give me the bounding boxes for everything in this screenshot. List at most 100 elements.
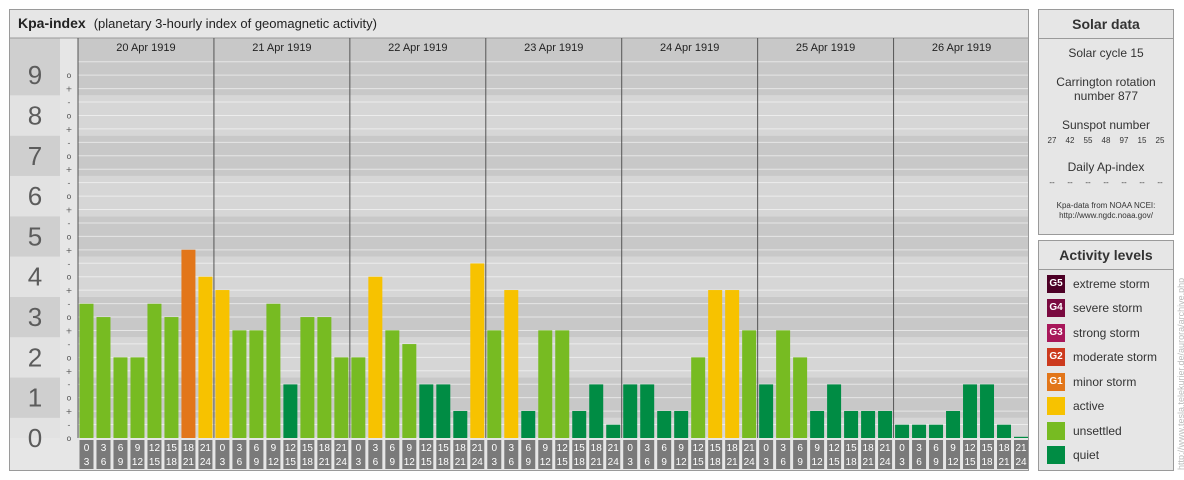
- interval-cell: [623, 440, 638, 469]
- interval-cell: [895, 440, 910, 469]
- kp-bar: [266, 303, 281, 438]
- kp-bar: [708, 290, 723, 438]
- interval-start-label: 0: [220, 443, 226, 454]
- sub-tick-label: +: [66, 246, 73, 255]
- y-label-cell: [10, 296, 60, 338]
- kp-bar: [640, 384, 655, 438]
- ap-value: --: [1049, 178, 1055, 187]
- interval-end-label: 15: [149, 457, 161, 468]
- legend-label: unsettled: [1073, 424, 1122, 438]
- interval-cell: [334, 440, 349, 469]
- sub-tick-label: +: [66, 407, 73, 416]
- interval-end-label: 9: [525, 457, 531, 468]
- interval-start-label: 12: [964, 443, 976, 454]
- interval-cell: [555, 440, 570, 469]
- interval-cell: [453, 440, 468, 469]
- kp-bar: [232, 330, 247, 438]
- kp-bar: [334, 357, 349, 438]
- interval-end-label: 24: [472, 457, 484, 468]
- sub-tick-label: -: [68, 340, 71, 349]
- y-label-cell: [10, 175, 60, 217]
- kp-bar: [657, 410, 672, 438]
- interval-start-label: 3: [101, 443, 107, 454]
- day-label: 22 Apr 1919: [388, 42, 447, 54]
- interval-cell: [487, 440, 502, 469]
- interval-end-label: 18: [981, 457, 993, 468]
- kp-bar: [589, 384, 604, 438]
- interval-start-label: 12: [829, 443, 841, 454]
- kp-bar: [606, 424, 621, 438]
- interval-cell: [912, 440, 927, 469]
- interval-cell: [572, 440, 587, 469]
- interval-start-label: 18: [727, 443, 739, 454]
- interval-cell: [419, 440, 434, 469]
- y-label-cell: [10, 38, 60, 96]
- legend-swatch: G1: [1047, 373, 1065, 391]
- interval-start-label: 9: [271, 443, 277, 454]
- interval-start-label: 6: [118, 443, 124, 454]
- source-watermark: http://www.tesla.telekurier.de/aurora/ar…: [1176, 277, 1184, 470]
- kp-bar: [810, 410, 825, 438]
- kp-bar: [827, 384, 842, 438]
- activity-levels-title: Activity levels: [1039, 241, 1173, 270]
- sub-tick-label: o: [67, 71, 72, 80]
- sunspot-value: 42: [1065, 136, 1075, 145]
- interval-start-label: 9: [678, 443, 684, 454]
- kp-bar: [249, 330, 264, 438]
- kp-bar: [623, 384, 638, 438]
- sub-tick-label: o: [67, 394, 72, 403]
- kp-bar: [844, 410, 859, 438]
- interval-end-label: 21: [183, 457, 195, 468]
- day-label: 24 Apr 1919: [660, 42, 719, 54]
- interval-cell: [351, 440, 366, 469]
- sub-tick-label: o: [67, 152, 72, 161]
- interval-cell: [538, 440, 553, 469]
- interval-end-label: 24: [608, 457, 620, 468]
- kp-bar: [453, 410, 468, 438]
- interval-end-label: 18: [710, 457, 722, 468]
- legend-swatch: G2: [1047, 348, 1065, 366]
- kp-bar: [79, 303, 94, 438]
- interval-cell: [589, 440, 604, 469]
- sunspot-value: 55: [1083, 136, 1093, 145]
- interval-cell: [929, 440, 944, 469]
- kp-bar: [215, 290, 230, 438]
- kp-bar: [572, 410, 587, 438]
- solar-cycle: Solar cycle 15: [1068, 46, 1144, 60]
- interval-start-label: 21: [472, 443, 484, 454]
- interval-cell: [504, 440, 519, 469]
- level-band: [78, 38, 1028, 96]
- day-label: 20 Apr 1919: [116, 42, 175, 54]
- interval-start-label: 6: [254, 443, 260, 454]
- sub-tick-label: +: [66, 286, 73, 295]
- interval-end-label: 15: [285, 457, 297, 468]
- interval-end-label: 15: [964, 457, 976, 468]
- kp-bar: [538, 330, 553, 438]
- interval-cell: [980, 440, 995, 469]
- sub-tick-label: -: [68, 219, 71, 228]
- legend-item-quiet: quiet: [1047, 445, 1099, 465]
- interval-end-label: 6: [508, 457, 514, 468]
- sub-tick-label: +: [66, 367, 73, 376]
- interval-end-label: 24: [880, 457, 892, 468]
- kpa-chart-panel: Kpa-index (planetary 3-hourly index of ge…: [9, 9, 1029, 471]
- interval-cell: [776, 440, 791, 469]
- kp-bar: [198, 276, 213, 438]
- interval-end-label: 3: [84, 457, 90, 468]
- sub-tick-label: -: [68, 98, 71, 107]
- legend-label: extreme storm: [1073, 277, 1150, 291]
- sub-tick-label: o: [67, 232, 72, 241]
- interval-end-label: 9: [118, 457, 124, 468]
- sub-tick-label: +: [66, 326, 73, 335]
- interval-start-label: 3: [508, 443, 514, 454]
- interval-cell: [742, 440, 757, 469]
- interval-cell: [147, 440, 162, 469]
- interval-start-label: 15: [574, 443, 586, 454]
- sub-tick-label: o: [67, 192, 72, 201]
- interval-end-label: 12: [676, 457, 688, 468]
- interval-end-label: 21: [455, 457, 467, 468]
- interval-end-label: 9: [933, 457, 939, 468]
- interval-end-label: 3: [627, 457, 633, 468]
- interval-start-label: 21: [1015, 443, 1027, 454]
- interval-start-label: 18: [455, 443, 467, 454]
